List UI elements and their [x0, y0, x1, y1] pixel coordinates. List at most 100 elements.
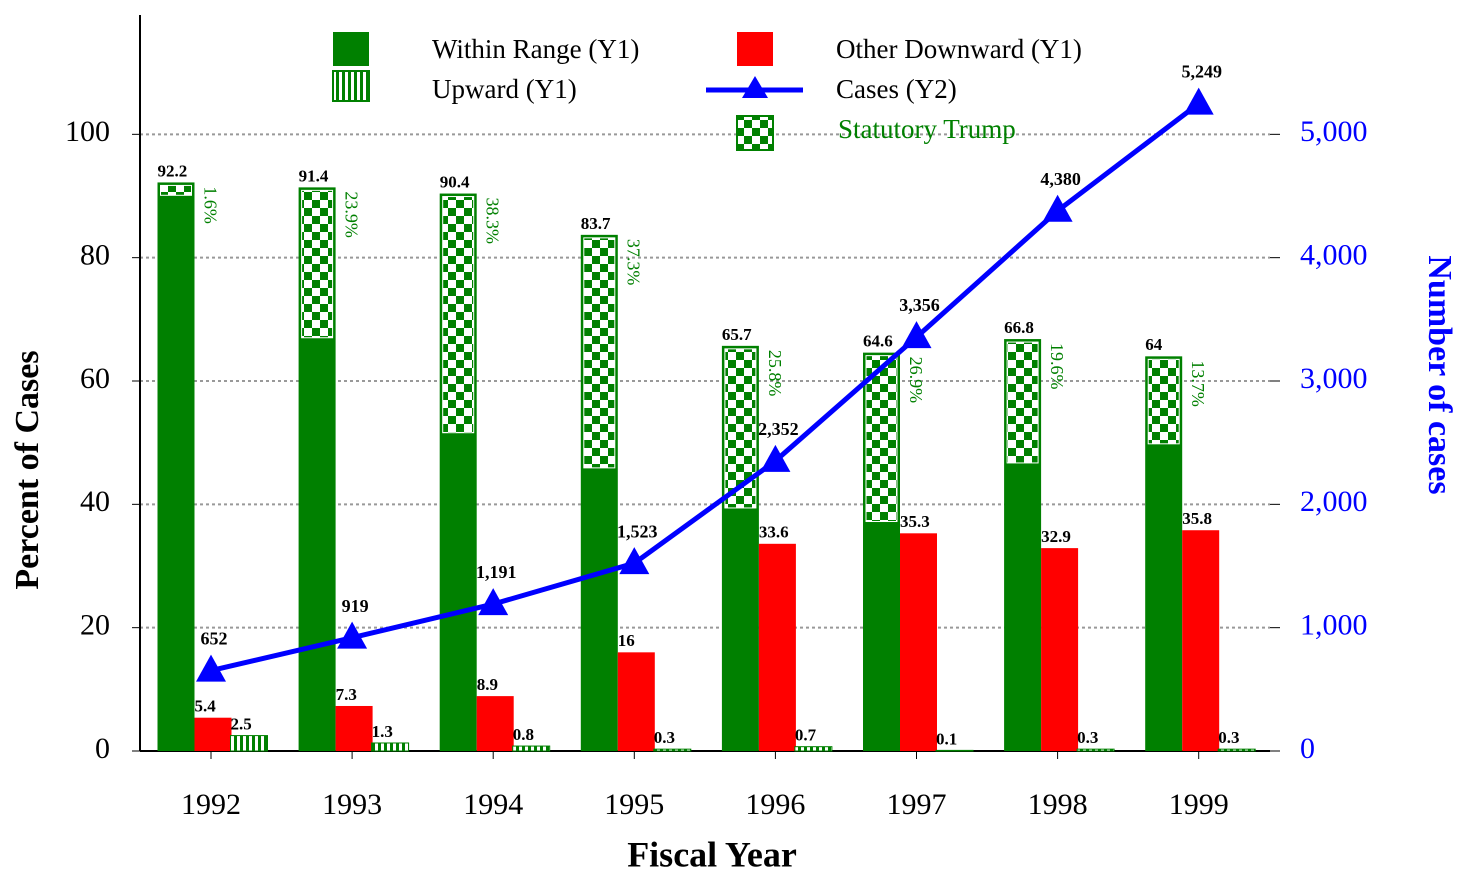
bar [157, 182, 195, 751]
y2-tick-label: 5,000 [1300, 115, 1368, 148]
bar-value-label: 1.3 [372, 722, 393, 741]
bar-value-label: 0.3 [1077, 728, 1098, 747]
statutory-trump-segment [583, 237, 616, 469]
bar [900, 533, 937, 751]
statutory-trump-label: 25.8% [765, 350, 785, 397]
bar-value-label: 92.2 [158, 161, 188, 180]
cases-marker [1042, 194, 1073, 222]
cases-marker [1183, 87, 1214, 115]
y-tick-label: 40 [80, 485, 110, 518]
cases-marker [760, 444, 791, 472]
x-tick-label: 1995 [604, 788, 664, 821]
cases-marker [196, 654, 226, 682]
cases-label: 652 [201, 629, 228, 649]
bar-value-label: 64.6 [863, 332, 893, 351]
bar [758, 543, 796, 751]
bar [1076, 748, 1115, 752]
cases-label: 3,356 [899, 295, 940, 315]
legend-swatch [737, 32, 773, 66]
y2-tick-label: 1,000 [1300, 609, 1368, 642]
y-axis-title: Percent of Cases [9, 350, 46, 589]
legend-label: Upward (Y1) [432, 74, 577, 104]
x-tick-label: 1998 [1028, 788, 1088, 821]
cases-line [210, 101, 1201, 674]
legend-marker [742, 76, 768, 98]
x-tick-label: 1999 [1169, 788, 1229, 821]
statutory-trump-segment [442, 196, 475, 434]
statutory-trump-segment [865, 355, 898, 523]
y2-tick-label: 4,000 [1300, 239, 1368, 272]
bar-value-label: 90.4 [440, 172, 470, 191]
bar [1217, 748, 1256, 752]
legend-label: Other Downward (Y1) [836, 34, 1082, 64]
bar [335, 705, 373, 751]
bar [935, 749, 974, 752]
cases-label: 919 [342, 596, 369, 616]
statutory-trump-label: 38.3% [483, 198, 503, 245]
cases-label: 1,191 [476, 562, 517, 582]
statutory-trump-label: 19.6% [1047, 343, 1067, 390]
x-tick-label: 1993 [322, 788, 382, 821]
bar [371, 742, 410, 752]
cases-marker [337, 621, 368, 649]
statutory-trump-label: 1.6% [200, 186, 220, 224]
bar [476, 696, 514, 751]
y2-tick-label: 2,000 [1300, 485, 1368, 518]
cases-label: 5,249 [1181, 62, 1222, 82]
y2-tick-label: 0 [1300, 732, 1315, 765]
bar [653, 748, 692, 752]
legend-label: Statutory Trump [838, 114, 1016, 144]
x-tick-label: 1996 [745, 788, 805, 821]
bar [230, 735, 268, 752]
cases-label: 1,523 [617, 521, 658, 541]
bar-value-label: 0.1 [936, 729, 957, 748]
statutory-trump-segment [160, 184, 192, 196]
bar-value-label: 5.4 [195, 697, 217, 716]
bar [794, 746, 833, 752]
legend-label: Within Range (Y1) [432, 34, 639, 64]
cases-marker [478, 588, 509, 616]
cases-label: 4,380 [1040, 169, 1081, 189]
statutory-trump-segment [1006, 341, 1039, 464]
bar-value-label: 66.8 [1004, 318, 1034, 337]
bar [617, 652, 655, 751]
statutory-trump-segment [301, 189, 334, 339]
y2-tick-label: 3,000 [1300, 362, 1368, 395]
bar-value-label: 64 [1145, 335, 1163, 354]
cases-label: 2,352 [758, 419, 799, 439]
x-axis-title: Fiscal Year [627, 834, 797, 874]
bar-value-label: 33.6 [759, 523, 789, 542]
legend-swatch [736, 115, 774, 151]
y-tick-label: 100 [65, 115, 110, 148]
y-tick-label: 60 [80, 362, 110, 395]
cases-marker [619, 547, 650, 575]
legend-label: Cases (Y2) [836, 74, 957, 104]
x-tick-label: 1994 [463, 788, 523, 821]
statutory-trump-label: 23.9% [341, 191, 361, 238]
bar-value-label: 0.3 [1218, 728, 1239, 747]
statutory-trump-label: 37.3% [624, 239, 644, 286]
bar-value-label: 0.7 [795, 726, 817, 745]
bar-value-label: 0.3 [654, 728, 675, 747]
bar-value-label: 35.8 [1182, 509, 1212, 528]
y2-axis-title: Number of cases [1421, 255, 1458, 494]
bar [194, 717, 232, 751]
bar-value-label: 83.7 [581, 214, 611, 233]
y-tick-label: 80 [80, 239, 110, 272]
bar [1041, 548, 1079, 751]
statutory-trump-label: 26.9% [906, 357, 926, 404]
bar-value-label: 32.9 [1041, 527, 1071, 546]
y-tick-label: 20 [80, 609, 110, 642]
bar [1182, 530, 1220, 751]
x-tick-label: 1992 [181, 788, 241, 821]
cases-marker [901, 321, 932, 349]
bar-value-label: 0.8 [513, 725, 534, 744]
bar-value-label: 7.3 [336, 685, 357, 704]
legend-swatch [332, 70, 370, 102]
legend-swatch [333, 32, 369, 66]
y-tick-label: 0 [95, 732, 110, 765]
bar-value-label: 8.9 [477, 675, 498, 694]
bar [512, 745, 551, 752]
bar-value-label: 65.7 [722, 325, 752, 344]
